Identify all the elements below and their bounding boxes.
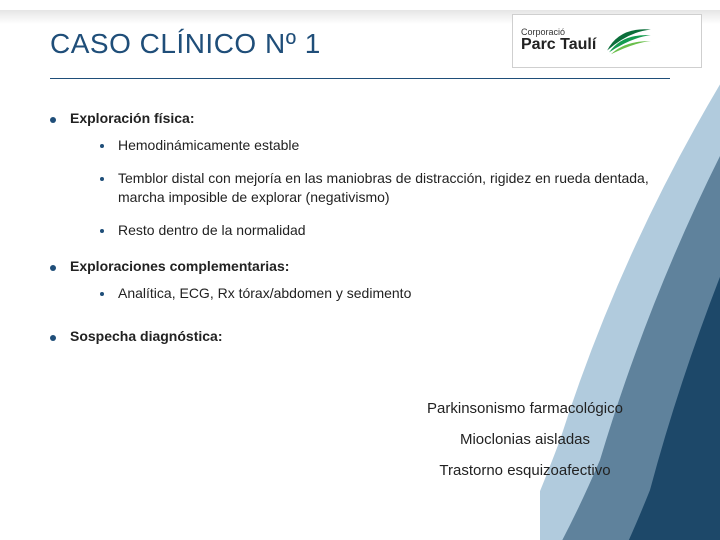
diagnosis-item: Parkinsonismo farmacológico <box>360 400 690 417</box>
section-exploracion-fisica: Exploración física: <box>50 110 690 126</box>
subitems-exploraciones-complementarias: Analítica, ECG, Rx tórax/abdomen y sedim… <box>100 284 690 303</box>
section-heading: Sospecha diagnóstica: <box>70 328 222 344</box>
bullet-icon <box>100 292 104 296</box>
list-item-text: Resto dentro de la normalidad <box>118 221 306 240</box>
logo-text: Corporació Parc Taulí <box>521 28 596 54</box>
bullet-icon <box>50 335 56 341</box>
bullet-icon <box>50 265 56 271</box>
list-item: Temblor distal con mejoría en las maniob… <box>100 169 690 207</box>
logo-swoosh-icon <box>604 22 654 60</box>
list-item-text: Hemodinámicamente estable <box>118 136 299 155</box>
section-exploraciones-complementarias: Exploraciones complementarias: <box>50 258 690 274</box>
list-item: Hemodinámicamente estable <box>100 136 690 155</box>
list-item-text: Temblor distal con mejoría en las maniob… <box>118 169 690 207</box>
diagnosis-item: Mioclonias aisladas <box>360 431 690 448</box>
logo-parc-tauli: Corporació Parc Taulí <box>512 14 702 68</box>
diagnosis-item: Trastorno esquizoafectivo <box>360 462 690 479</box>
list-item: Analítica, ECG, Rx tórax/abdomen y sedim… <box>100 284 690 303</box>
section-heading: Exploraciones complementarias: <box>70 258 289 274</box>
title-underline <box>50 78 670 79</box>
bullet-icon <box>100 177 104 181</box>
bullet-icon <box>50 117 56 123</box>
logo-main-text: Parc Taulí <box>521 37 596 54</box>
diagnoses-block: Parkinsonismo farmacológico Mioclonias a… <box>360 400 690 493</box>
section-sospecha-diagnostica: Sospecha diagnóstica: <box>50 328 690 344</box>
bullet-icon <box>100 229 104 233</box>
list-item-text: Analítica, ECG, Rx tórax/abdomen y sedim… <box>118 284 411 303</box>
content-area: Exploración física: Hemodinámicamente es… <box>50 110 690 344</box>
bullet-icon <box>100 144 104 148</box>
section-heading: Exploración física: <box>70 110 194 126</box>
list-item: Resto dentro de la normalidad <box>100 221 690 240</box>
subitems-exploracion-fisica: Hemodinámicamente estable Temblor distal… <box>100 136 690 240</box>
slide-title: CASO CLÍNICO Nº 1 <box>50 28 321 60</box>
